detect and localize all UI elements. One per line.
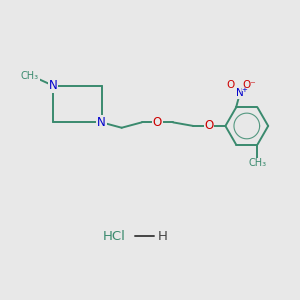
Text: O⁻: O⁻ <box>243 80 256 90</box>
Text: CH₃: CH₃ <box>21 71 39 81</box>
Text: N: N <box>236 88 244 98</box>
Text: HCl: HCl <box>103 230 126 243</box>
Text: O: O <box>153 116 162 129</box>
Text: +: + <box>241 86 247 92</box>
Text: O: O <box>204 119 214 133</box>
Text: O: O <box>226 80 235 90</box>
Text: H: H <box>158 230 167 243</box>
Text: N: N <box>48 79 57 92</box>
Text: N: N <box>97 116 106 129</box>
Text: CH₃: CH₃ <box>248 158 267 168</box>
